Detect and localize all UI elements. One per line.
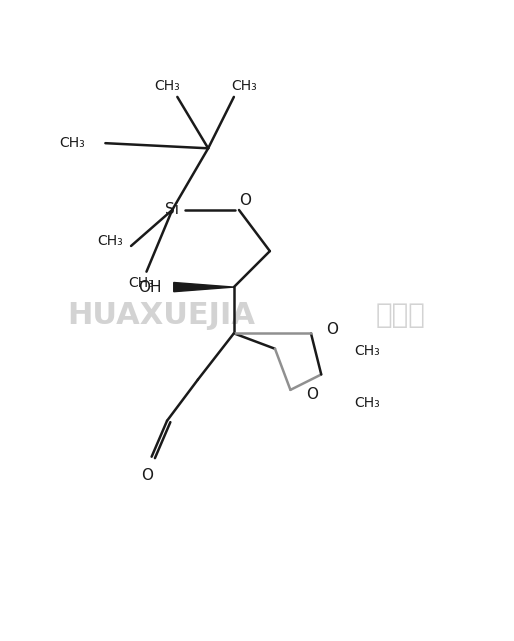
Text: CH₃: CH₃ <box>355 395 380 410</box>
Text: HUAXUEJIA: HUAXUEJIA <box>67 301 255 330</box>
Text: CH₃: CH₃ <box>59 136 85 150</box>
Text: O: O <box>306 387 318 401</box>
Text: CH₃: CH₃ <box>231 79 257 92</box>
Text: CH₃: CH₃ <box>128 276 154 290</box>
Text: CH₃: CH₃ <box>154 79 180 92</box>
Polygon shape <box>174 283 234 292</box>
Text: O: O <box>141 468 154 483</box>
Text: OH: OH <box>138 279 162 295</box>
Text: Si: Si <box>165 203 179 217</box>
Text: O: O <box>239 193 251 208</box>
Text: 化学加: 化学加 <box>375 301 425 329</box>
Text: CH₃: CH₃ <box>355 344 380 358</box>
Text: CH₃: CH₃ <box>98 234 123 248</box>
Text: O: O <box>326 322 338 337</box>
